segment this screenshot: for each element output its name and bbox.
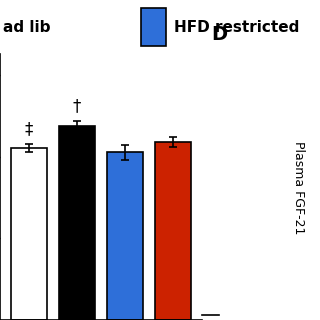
Bar: [155, 142, 191, 320]
Text: Plasma FGF-21: Plasma FGF-21: [292, 140, 305, 234]
Text: HFD restricted: HFD restricted: [174, 20, 300, 35]
Bar: [59, 126, 95, 320]
Text: D: D: [211, 25, 227, 44]
FancyBboxPatch shape: [141, 8, 166, 46]
Text: †: †: [73, 97, 81, 115]
Text: ad lib: ad lib: [3, 20, 51, 35]
Bar: [11, 148, 47, 320]
Text: ‡: ‡: [25, 120, 33, 138]
Bar: [107, 152, 143, 320]
